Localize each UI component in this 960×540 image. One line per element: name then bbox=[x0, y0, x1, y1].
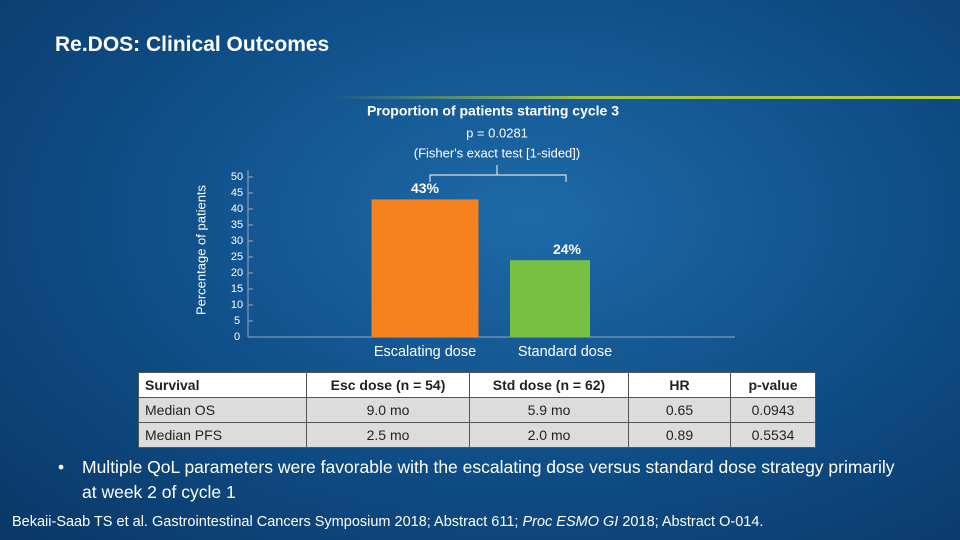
citation-part: 2018; Abstract O-014. bbox=[618, 514, 764, 530]
bullet-list: Multiple QoL parameters were favorable w… bbox=[58, 455, 898, 505]
table-cell: 0.0943 bbox=[730, 397, 816, 423]
header-cell: Esc dose (n = 54) bbox=[306, 372, 470, 398]
y-tick-label: 50 bbox=[231, 171, 243, 183]
y-tick-label: 5 bbox=[234, 315, 240, 327]
value-label: 24% bbox=[553, 241, 582, 257]
y-tick-label: 10 bbox=[231, 299, 243, 311]
title-rule bbox=[330, 96, 960, 99]
y-tick-label: 0 bbox=[234, 331, 240, 343]
chart-title: Proportion of patients starting cycle 3 bbox=[367, 103, 619, 119]
y-tick-label: 30 bbox=[231, 235, 243, 247]
annotation: p = 0.0281 bbox=[466, 125, 528, 140]
table-cell: 0.5534 bbox=[730, 422, 816, 448]
table-row: Median PFS 2.5 mo 2.0 mo 0.89 0.5534 bbox=[138, 422, 816, 448]
chart: Proportion of patients starting cycle 3 … bbox=[193, 103, 735, 360]
survival-table: Survival Esc dose (n = 54) Std dose (n = 6… bbox=[138, 372, 816, 448]
y-tick-label: 40 bbox=[231, 203, 243, 215]
header-cell: HR bbox=[628, 372, 731, 398]
x-tick-label: Escalating dose bbox=[374, 344, 476, 360]
significance-bracket bbox=[429, 165, 567, 182]
table-cell: 2.0 mo bbox=[469, 422, 629, 448]
value-label: 43% bbox=[411, 180, 440, 196]
slide-title: Re.DOS: Clinical Outcomes bbox=[55, 33, 330, 56]
table-cell: 2.5 mo bbox=[306, 422, 470, 448]
y-tick-label: 35 bbox=[231, 219, 243, 231]
table-header: Survival Esc dose (n = 54) Std dose (n = 6… bbox=[138, 372, 816, 398]
y-tick-label: 20 bbox=[231, 267, 243, 279]
table-cell: Median PFS bbox=[138, 422, 307, 448]
table-cell: 5.9 mo bbox=[469, 397, 629, 423]
bar bbox=[371, 199, 479, 337]
header-cell: p-value bbox=[730, 372, 816, 398]
table-cell: 0.89 bbox=[628, 422, 731, 448]
citation-part: Proc ESMO GI bbox=[522, 514, 619, 530]
y-tick-label: 45 bbox=[231, 187, 243, 199]
table-cell: 9.0 mo bbox=[306, 397, 470, 423]
y-tick-label: 25 bbox=[231, 251, 243, 263]
annotation: (Fisher's exact test [1-sided]) bbox=[414, 145, 580, 160]
x-tick-label: Standard dose bbox=[518, 344, 612, 360]
table-row: Median OS 9.0 mo 5.9 mo 0.65 0.0943 bbox=[138, 397, 816, 423]
header-cell: Survival bbox=[138, 372, 307, 398]
y-axis-label: Percentage of patients bbox=[193, 184, 208, 315]
table-cell: 0.65 bbox=[628, 397, 731, 423]
bullet: Multiple QoL parameters were favorable w… bbox=[58, 455, 898, 505]
table-cell: Median OS bbox=[138, 397, 307, 423]
y-tick-label: 15 bbox=[231, 283, 243, 295]
citation-part: Bekaii-Saab TS et al. Gastrointestinal C… bbox=[12, 514, 523, 530]
header-cell: Std dose (n = 62) bbox=[469, 372, 629, 398]
bar bbox=[510, 260, 590, 337]
citation: Bekaii-Saab TS et al. Gastrointestinal C… bbox=[12, 514, 763, 530]
